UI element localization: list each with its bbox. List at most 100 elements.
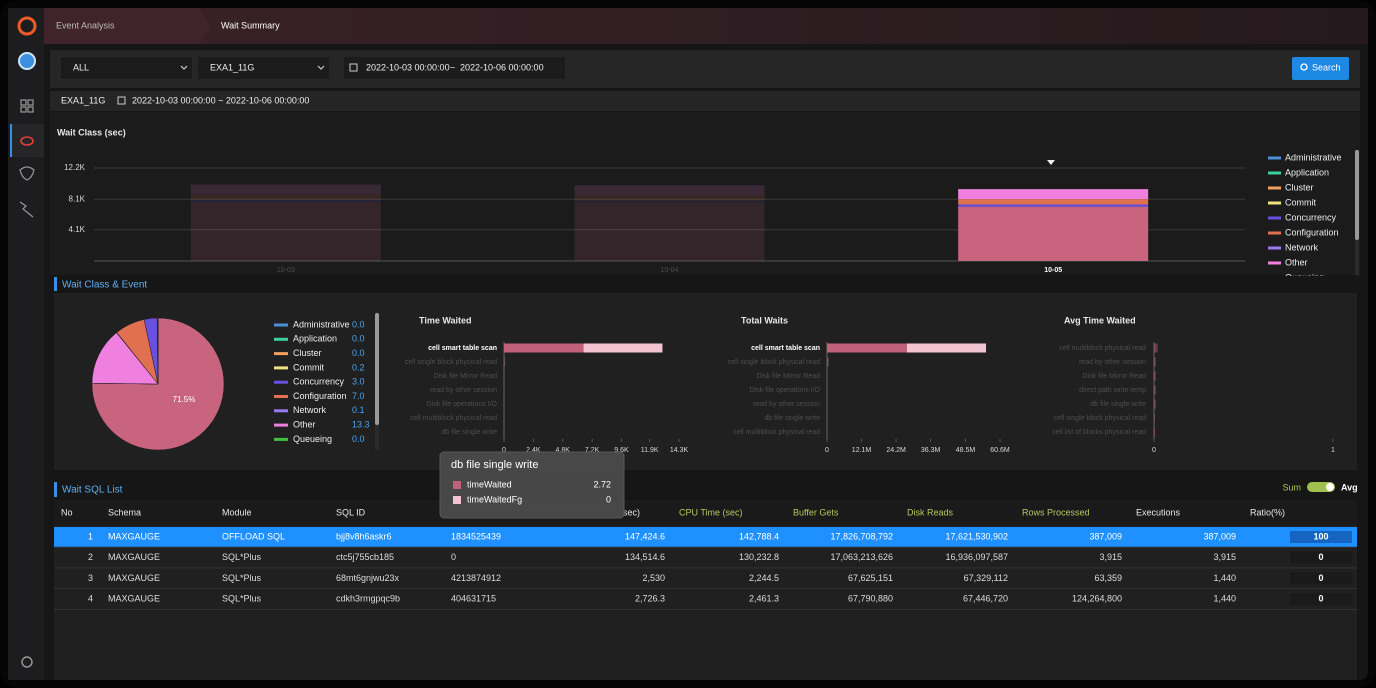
category-label: cell smart table scan [428,345,497,352]
search-button[interactable] [1292,57,1349,80]
active-marker [10,124,12,157]
x-tick-label: 10-05 [1044,267,1062,274]
logo[interactable] [17,16,37,36]
pie-slice [91,332,159,385]
chevron [317,65,325,70]
bar-segment [958,204,1149,207]
legend-label: Administrative [293,319,350,329]
ratio-value: 0 [1318,593,1323,603]
table-row[interactable] [54,568,1357,589]
tool-icon[interactable] [19,201,34,218]
table-cell: MAXGAUGE [108,531,160,541]
column-header: Buffer Gets [793,507,839,517]
postgres-icon[interactable] [19,166,35,181]
bar [1154,427,1155,437]
table-cell: OFFLOAD SQL [222,531,285,541]
category-label: cell multiblock physical read [1059,345,1146,352]
x-tick-label: 60.6M [990,447,1010,454]
table-cell: 0 [451,552,456,562]
table-cell: MAXGAUGE [108,552,160,562]
date-picker[interactable] [344,57,565,79]
ratio-track [1290,551,1352,564]
scope-dropdown[interactable] [61,57,192,79]
table-cell: MAXGAUGE [108,593,160,603]
chart-title: Time Waited [419,315,472,325]
table-cell: 387,009 [1203,531,1236,541]
table-cell: 142,788.4 [739,531,779,541]
table-body: 1 MAXGAUGE OFFLOAD SQL bjj8v8h6askr6 1834525… [54,527,1357,610]
table-cell: 67,446,720 [963,593,1008,603]
x-tick-label: 2.4K [526,447,541,454]
tooltip-swatch [453,496,461,504]
tooltip-value: 2.72 [593,479,611,489]
breadcrumb-segment[interactable] [44,8,210,44]
bar-segment [574,195,765,201]
pie-label: 71.5% [173,395,196,404]
table-cell: ctc5j755cb185 [336,552,394,562]
bar [906,343,987,353]
category-label: cell single block physical read [405,359,497,366]
legend-label: Other [293,419,316,429]
y-tick-label: 12.2K [64,163,86,172]
bar [1154,357,1156,367]
column-header: sec) [623,507,640,517]
table-cell: 387,009 [1089,531,1122,541]
scrollbar-thumb[interactable] [375,313,379,425]
table-cell: 3,915 [1099,552,1122,562]
legend-label: Queueing [293,434,332,444]
scrollbar-thumb[interactable] [1355,150,1359,240]
avatar-icon[interactable] [18,52,36,70]
x-tick-label: 11.9K [641,447,659,454]
active-nav[interactable] [10,124,44,157]
legend-label: Administrative [1285,152,1342,162]
category-label: cell single block physical read [1054,415,1146,422]
bar [504,343,584,353]
category-label: cell multiblock physical read [410,415,497,422]
bar [1154,399,1156,409]
category-label: cell single block physical read [728,359,820,366]
y-tick-label: 4.1K [69,225,86,234]
table-row[interactable] [54,589,1357,610]
table-cell: 2 [88,552,93,562]
table-cell: 134,514.6 [625,552,665,562]
pie-slice [91,317,225,451]
table-cell: SQL*Plus [222,593,262,603]
instance-dropdown[interactable] [198,57,329,79]
legend-label: Network [1285,242,1319,252]
x-tick-label: 10-03 [277,267,295,274]
table-cell: 2,726.3 [635,593,665,603]
bar [1154,371,1156,381]
table-row[interactable] [54,527,1357,547]
category-label: direct path write temp [1079,387,1146,394]
date-separator: ~ [450,62,455,72]
bar [1154,385,1156,395]
table-cell: 2,244.5 [749,573,779,583]
section-marker [54,482,57,497]
table-row[interactable] [54,547,1357,568]
settings-icon[interactable] [21,656,33,668]
table-cell: 1 [88,531,93,541]
table-cell: 17,063,213,626 [830,552,893,562]
table-header [54,500,1357,525]
bar [827,357,829,367]
bar-segment [190,199,381,203]
x-tick-label: 9.6K [614,447,629,454]
bar-segment [190,202,381,261]
bar-segment [958,206,1149,261]
oracle-icon[interactable] [20,136,34,146]
dashboard-icon[interactable] [20,99,34,113]
tooltip-label: timeWaitedFg [467,494,522,504]
table-cell: 3,915 [1213,552,1236,562]
legend-value: 0.0 [352,348,365,358]
table-head: No Schema Module SQL ID sec) CPU Time (sec) Bu… [61,507,1285,517]
legend-value: 3.0 [352,377,365,387]
breadcrumb[interactable]: Event Analysis [56,20,115,30]
x-tick-label: 0 [502,447,506,454]
legend-value: 0.0 [352,334,365,344]
bar-segment [574,203,765,261]
ratio-bar [1290,531,1352,543]
legend-label: Application [293,334,337,344]
table-cell: SQL*Plus [222,573,262,583]
category-label: Disk file operations I/O [750,387,821,394]
